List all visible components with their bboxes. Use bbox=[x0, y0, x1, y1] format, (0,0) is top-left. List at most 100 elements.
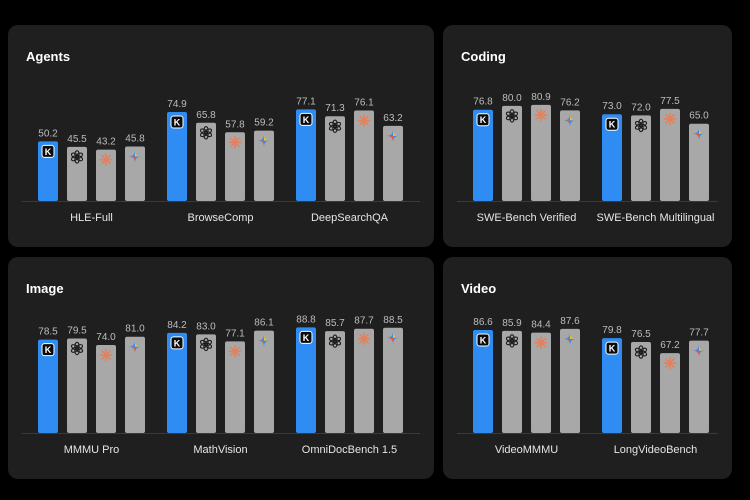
svg-text:K: K bbox=[303, 333, 310, 343]
k-logo-icon: K bbox=[476, 113, 490, 127]
k-logo-icon: K bbox=[605, 117, 619, 131]
bar-value-label: 79.5 bbox=[67, 325, 87, 336]
bar-value-label: 83.0 bbox=[196, 321, 216, 332]
bar-value-label: 43.2 bbox=[96, 137, 116, 148]
category-label: LongVideoBench bbox=[614, 444, 698, 456]
bar bbox=[196, 122, 216, 201]
bar-value-label: 71.3 bbox=[325, 103, 345, 114]
bar-group: K 79.8 76.5 67.2 77.7 LongVideoBench bbox=[602, 325, 709, 456]
bar-value-label: 45.5 bbox=[67, 134, 87, 145]
bar bbox=[660, 353, 680, 433]
bar bbox=[125, 146, 145, 201]
claude-star-icon bbox=[228, 345, 242, 358]
k-logo-icon: K bbox=[170, 336, 184, 350]
bar-chart-agents: K 50.2 45.5 43.2 45.8 HLE-Full K 74.9 65.8 57.8 59… bbox=[22, 96, 420, 224]
claude-star-icon bbox=[99, 348, 113, 362]
category-label: SWE-Bench Multilingual bbox=[597, 212, 715, 224]
gemini-sparkle-icon bbox=[563, 113, 577, 127]
bar-value-label: 74.0 bbox=[96, 332, 116, 343]
svg-text:K: K bbox=[480, 115, 487, 125]
bar-value-label: 76.8 bbox=[473, 97, 493, 108]
bar-value-label: 85.9 bbox=[502, 318, 522, 329]
openai-logo-icon bbox=[199, 126, 213, 140]
bar bbox=[196, 334, 216, 433]
bar-value-label: 81.0 bbox=[125, 324, 145, 335]
openai-logo-icon bbox=[328, 334, 342, 348]
claude-star-icon bbox=[534, 336, 548, 349]
bar-group: K 74.9 65.8 57.8 59.2 BrowseComp bbox=[167, 99, 274, 224]
bar-group: K 76.8 80.0 80.9 76.2 SWE-Bench Verified bbox=[473, 92, 580, 224]
bar bbox=[96, 149, 116, 201]
bar-group: K 84.2 83.0 77.1 86.1 MathVision bbox=[167, 318, 274, 456]
bar bbox=[531, 332, 551, 433]
panel-agents: Agents K 50.2 45.5 43.2 45.8 HLE-Full K 74.9 65.… bbox=[8, 25, 434, 247]
bar-value-label: 63.2 bbox=[383, 113, 403, 124]
openai-logo-icon bbox=[634, 345, 648, 359]
bar-group: K 78.5 79.5 74.0 81.0 MMMU Pro bbox=[38, 324, 145, 456]
bar bbox=[225, 132, 245, 201]
openai-logo-icon bbox=[70, 150, 84, 164]
claude-star-icon bbox=[357, 114, 371, 127]
panel-coding: Coding K 76.8 80.0 80.9 76.2 SWE-Bench Verifi… bbox=[443, 25, 732, 247]
bar bbox=[660, 108, 680, 201]
bar-value-label: 59.2 bbox=[254, 118, 274, 129]
bar-value-label: 67.2 bbox=[660, 340, 680, 351]
category-label: HLE-Full bbox=[70, 212, 113, 224]
bar-value-label: 45.8 bbox=[125, 134, 145, 145]
openai-logo-icon bbox=[70, 341, 84, 356]
k-logo-icon: K bbox=[299, 330, 313, 344]
k-logo-icon: K bbox=[41, 343, 55, 357]
category-label: VideoMMMU bbox=[495, 444, 558, 456]
bar bbox=[167, 111, 187, 201]
panel-title: Coding bbox=[461, 49, 506, 64]
category-label: OmniDocBench 1.5 bbox=[302, 444, 397, 456]
bar-group: K 73.0 72.0 77.5 65.0 SWE-Bench Multilingual bbox=[597, 96, 715, 224]
bar bbox=[296, 109, 316, 201]
bar bbox=[225, 341, 245, 433]
panel-video: Video K 86.6 85.9 84.4 87.6 VideoMMMU K 79.8 76.… bbox=[443, 257, 732, 479]
svg-text:K: K bbox=[174, 117, 181, 127]
bar bbox=[254, 130, 274, 201]
bar-group: K 88.8 85.7 87.7 88.5 OmniDocBench 1.5 bbox=[296, 314, 403, 456]
bar-group: K 77.1 71.3 76.1 63.2 DeepSearchQA bbox=[296, 96, 403, 224]
bar bbox=[296, 327, 316, 433]
openai-logo-icon bbox=[328, 119, 342, 133]
gemini-sparkle-icon bbox=[257, 334, 271, 348]
bar-value-label: 50.2 bbox=[38, 128, 58, 139]
svg-text:K: K bbox=[303, 115, 310, 125]
k-logo-icon: K bbox=[170, 115, 184, 129]
k-logo-icon: K bbox=[41, 144, 55, 158]
bar-value-label: 73.0 bbox=[602, 101, 622, 112]
svg-text:K: K bbox=[609, 344, 616, 354]
bar-value-label: 87.6 bbox=[560, 316, 580, 327]
bar-value-label: 84.2 bbox=[167, 320, 187, 331]
bar bbox=[38, 339, 58, 433]
gemini-sparkle-icon bbox=[128, 150, 142, 164]
gemini-sparkle-icon bbox=[692, 127, 706, 141]
bar-value-label: 80.0 bbox=[502, 93, 522, 104]
bar bbox=[473, 330, 493, 433]
category-label: BrowseComp bbox=[187, 212, 253, 224]
bar-value-label: 79.8 bbox=[602, 325, 622, 336]
bar-value-label: 76.2 bbox=[560, 97, 580, 108]
gemini-sparkle-icon bbox=[386, 129, 400, 143]
gemini-sparkle-icon bbox=[563, 332, 577, 346]
bar-value-label: 88.8 bbox=[296, 314, 316, 325]
bar-group: K 50.2 45.5 43.2 45.8 HLE-Full bbox=[38, 128, 145, 224]
svg-text:K: K bbox=[480, 336, 487, 346]
svg-text:K: K bbox=[45, 345, 52, 355]
bar-value-label: 76.5 bbox=[631, 329, 651, 340]
bar-value-label: 65.0 bbox=[689, 111, 709, 122]
bar-value-label: 74.9 bbox=[167, 99, 187, 110]
openai-logo-icon bbox=[505, 109, 519, 123]
bar-value-label: 77.1 bbox=[225, 328, 245, 339]
k-logo-icon: K bbox=[476, 333, 490, 347]
category-label: DeepSearchQA bbox=[311, 212, 389, 224]
claude-star-icon bbox=[663, 112, 677, 126]
bar-value-label: 84.4 bbox=[531, 320, 551, 331]
bar bbox=[167, 332, 187, 433]
svg-text:K: K bbox=[609, 120, 616, 130]
bar bbox=[96, 345, 116, 433]
bar bbox=[631, 342, 651, 433]
claude-star-icon bbox=[534, 108, 548, 122]
